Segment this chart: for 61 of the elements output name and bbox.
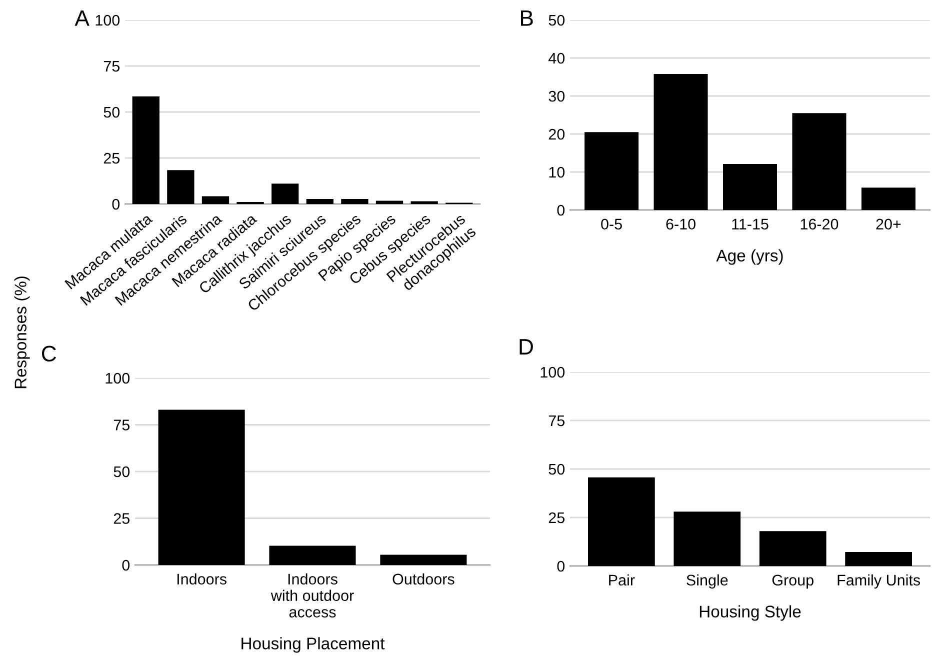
x-tick-label: 6-10: [666, 218, 696, 230]
y-tick-label: 75: [114, 420, 130, 430]
y-tick-label: 0: [122, 560, 130, 571]
y-tick-label: 100: [106, 372, 130, 384]
y-tick-label: 100: [96, 14, 120, 26]
x-tick-label: 20+: [876, 218, 901, 230]
chart-title: C: [42, 346, 56, 362]
bar: [410, 201, 438, 204]
x-tick-label: 16-20: [800, 218, 838, 230]
y-tick-label: 0: [557, 204, 565, 216]
y-tick-label: 50: [104, 106, 120, 118]
y-tick-label: 75: [104, 61, 120, 72]
y-tick-label: 0: [557, 560, 565, 572]
y-tick-label: 50: [548, 14, 565, 26]
bar: [306, 199, 334, 204]
bar: [759, 531, 826, 566]
y-tick-label: 25: [548, 512, 564, 524]
chart-title: D: [520, 339, 533, 354]
bar: [272, 184, 299, 204]
x-tick-label: Group: [772, 574, 814, 589]
y-tick-label: 50: [114, 466, 130, 478]
y-tick-label: 25: [114, 513, 130, 524]
y-tick-label: 50: [548, 464, 565, 475]
bar: [723, 164, 777, 210]
x-tick-label: 11-15: [732, 218, 768, 230]
y-tick-label: 100: [540, 366, 565, 378]
x-tick-label: 0-5: [601, 218, 622, 230]
x-tick-label: Single: [686, 574, 728, 589]
x-axis-title: Age (yrs): [716, 249, 783, 265]
bar: [845, 552, 912, 566]
bar: [167, 170, 194, 204]
x-tick-label: Pair: [609, 574, 635, 586]
bar: [584, 132, 639, 210]
chart-title: B: [521, 10, 533, 26]
bar: [202, 196, 230, 204]
x-tick-label: Indoors with outdoor access: [270, 573, 354, 618]
x-tick-label: Indoors: [177, 573, 226, 585]
y-tick-label: 25: [104, 152, 120, 164]
y-tick-label: 75: [548, 416, 564, 426]
y-tick-label: 0: [112, 198, 120, 210]
bar: [269, 546, 356, 565]
bar: [588, 477, 655, 566]
y-axis-title: Responses (%): [14, 276, 30, 388]
bar: [861, 188, 916, 210]
bar: [341, 199, 368, 204]
x-axis-title: Housing Style: [700, 605, 801, 621]
bar: [792, 113, 846, 210]
bar: [158, 410, 245, 565]
bar: [132, 96, 160, 204]
y-tick-label: 30: [548, 90, 565, 102]
bar: [674, 512, 741, 566]
x-tick-label: Family Units: [838, 574, 920, 589]
y-tick-label: 20: [548, 128, 565, 140]
y-tick-label: 10: [549, 166, 565, 178]
bar: [654, 74, 708, 210]
bar: [376, 200, 404, 204]
x-tick-label: Outdoors: [392, 573, 454, 585]
bar: [380, 554, 467, 565]
y-tick-label: 40: [548, 52, 565, 64]
chart-title: A: [74, 10, 90, 26]
x-axis-title: Housing Placement: [242, 637, 385, 653]
